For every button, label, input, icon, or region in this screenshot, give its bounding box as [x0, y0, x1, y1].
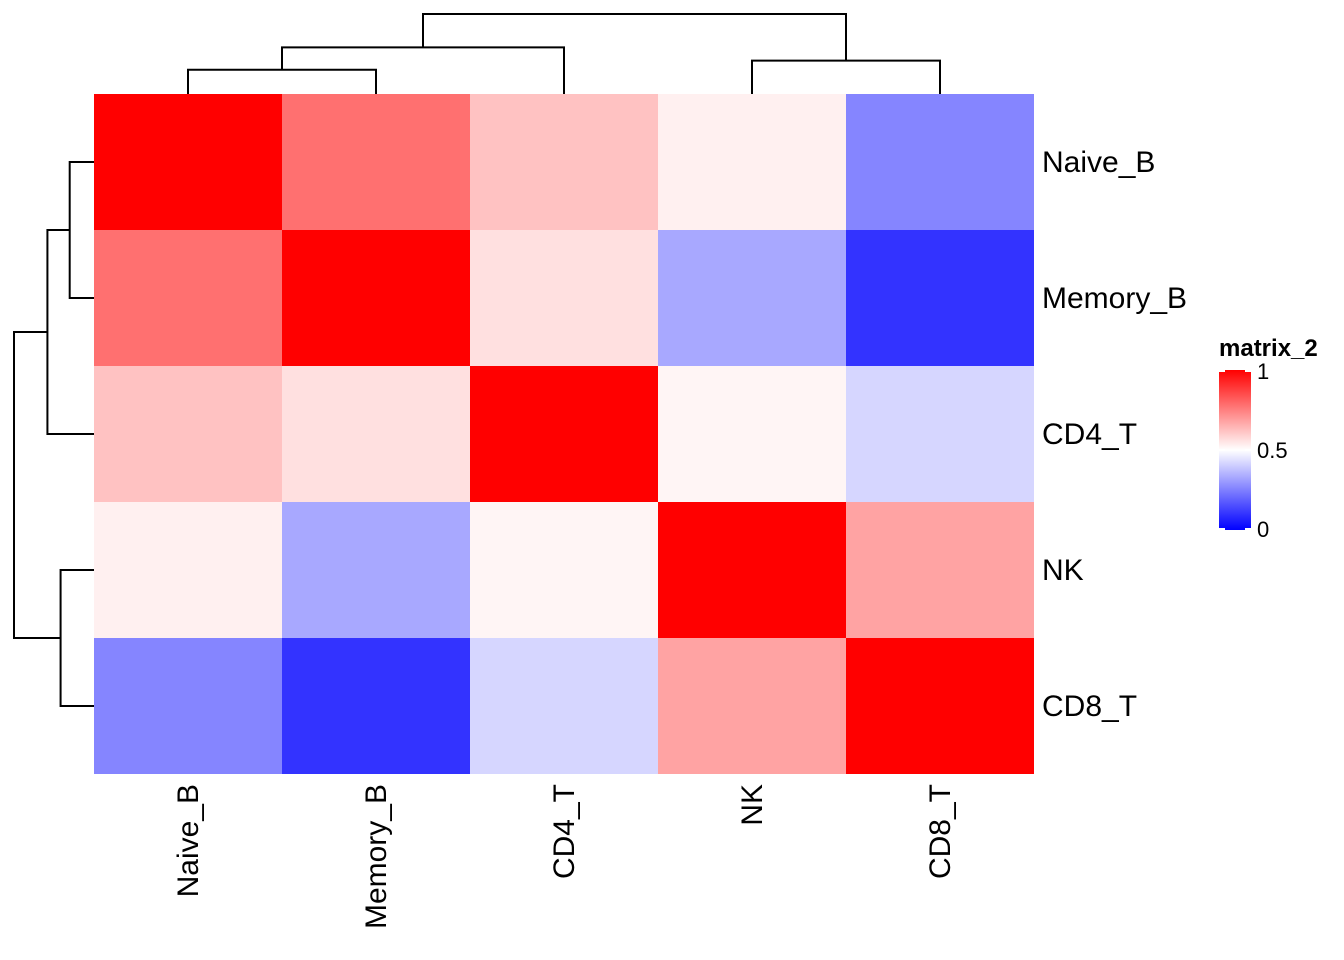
heatmap-cell-NK-CD4_T — [470, 502, 658, 638]
heatmap-cell-CD4_T-CD8_T — [846, 366, 1034, 502]
column-dendrogram-branch — [422, 13, 847, 61]
heatmap-cell-Memory_B-CD4_T — [470, 230, 658, 366]
column-dendrogram-branch — [751, 59, 941, 94]
heatmap-cell-Naive_B-NK — [658, 94, 846, 230]
row-dendrogram — [13, 161, 94, 707]
heatmap-cell-Memory_B-NK — [658, 230, 846, 366]
legend-ticks: 10.50 — [1219, 359, 1288, 542]
heatmap-cell-Memory_B-Memory_B — [282, 230, 470, 366]
column-label: NK — [736, 784, 769, 826]
column-label: Memory_B — [360, 784, 393, 929]
column-dendrogram-branch — [281, 46, 565, 94]
heatmap-cells — [94, 94, 1034, 774]
legend-tick-label: 0 — [1257, 517, 1269, 542]
column-dendrogram-branch — [187, 68, 377, 94]
row-dendrogram-branch — [46, 229, 94, 435]
heatmap-cell-Memory_B-Naive_B — [94, 230, 282, 366]
heatmap-cell-Naive_B-Memory_B — [282, 94, 470, 230]
heatmap-cell-CD4_T-NK — [658, 366, 846, 502]
heatmap-cell-NK-NK — [658, 502, 846, 638]
column-label: CD4_T — [548, 784, 581, 879]
row-label: CD4_T — [1042, 418, 1137, 451]
legend-title: matrix_2 — [1219, 335, 1318, 362]
heatmap-cell-Naive_B-CD4_T — [470, 94, 658, 230]
legend-tick-label: 1 — [1257, 359, 1269, 384]
row-dendrogram-branch — [68, 161, 94, 299]
heatmap-cell-CD4_T-CD4_T — [470, 366, 658, 502]
heatmap-cell-CD4_T-Memory_B — [282, 366, 470, 502]
column-label: Naive_B — [172, 784, 205, 897]
heatmap-cell-CD8_T-NK — [658, 638, 846, 774]
row-dendrogram-branch — [13, 331, 61, 639]
heatmap-cell-CD4_T-Naive_B — [94, 366, 282, 502]
column-label: CD8_T — [924, 784, 957, 879]
row-label: CD8_T — [1042, 690, 1137, 723]
row-label: Memory_B — [1042, 282, 1187, 315]
heatmap-cell-NK-Naive_B — [94, 502, 282, 638]
row-label: NK — [1042, 554, 1084, 587]
heatmap-cell-NK-Memory_B — [282, 502, 470, 638]
legend-tick-label: 0.5 — [1257, 438, 1288, 463]
heatmap-cell-CD8_T-Naive_B — [94, 638, 282, 774]
heatmap-cell-Naive_B-CD8_T — [846, 94, 1034, 230]
heatmap-cell-Naive_B-Naive_B — [94, 94, 282, 230]
row-label: Naive_B — [1042, 146, 1155, 179]
row-dendrogram-branch — [59, 569, 94, 707]
heatmap-cell-CD8_T-CD8_T — [846, 638, 1034, 774]
legend: matrix_2 10.50 — [1219, 335, 1318, 542]
heatmap-cell-Memory_B-CD8_T — [846, 230, 1034, 366]
column-labels: Naive_B Memory_B CD4_T NK CD8_T — [172, 784, 957, 929]
row-labels: Naive_B Memory_B CD4_T NK CD8_T — [1042, 146, 1187, 723]
column-dendrogram — [187, 13, 941, 94]
heatmap-cell-CD8_T-CD4_T — [470, 638, 658, 774]
heatmap-cell-NK-CD8_T — [846, 502, 1034, 638]
heatmap-cell-CD8_T-Memory_B — [282, 638, 470, 774]
